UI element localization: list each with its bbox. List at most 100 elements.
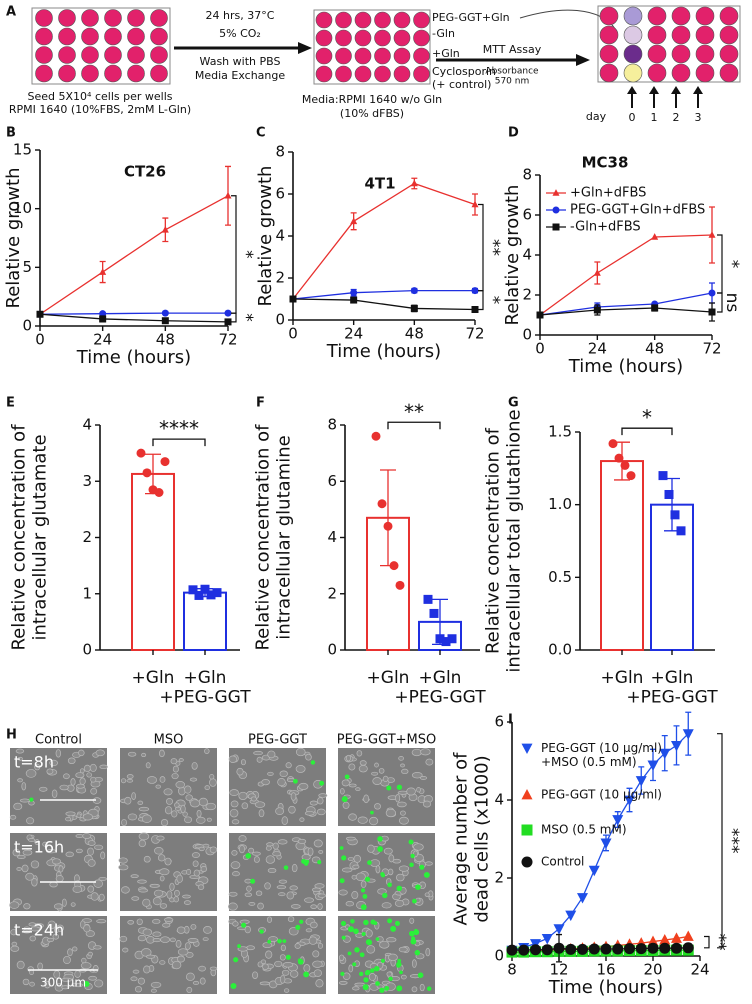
series-line [292, 182, 476, 300]
dead-cell [317, 860, 322, 865]
cell [401, 768, 409, 775]
cell [11, 941, 18, 947]
marker [659, 942, 671, 954]
micrograph [338, 916, 435, 994]
panel-label: F [256, 396, 265, 411]
series-line [39, 312, 228, 315]
cell [21, 864, 29, 873]
day-arrow-head [649, 86, 659, 94]
dead-cell [396, 784, 403, 790]
marker [708, 231, 716, 238]
cell [204, 748, 210, 754]
marker [441, 637, 451, 647]
dead-cell [299, 919, 304, 924]
significance-bracket [478, 290, 484, 311]
cell [61, 898, 67, 907]
x-tick-label: 0 [288, 325, 298, 343]
marker [99, 268, 107, 275]
panel-label: G [508, 396, 519, 411]
cell [159, 875, 165, 882]
cell [268, 936, 278, 943]
y-tick-label: 2 [275, 269, 285, 287]
marker [36, 310, 44, 318]
cell [10, 945, 20, 952]
well [35, 27, 53, 46]
cell [289, 970, 299, 978]
marker [671, 741, 682, 752]
cell [9, 814, 17, 820]
x-tick-label: 48 [645, 340, 664, 358]
x-tick-label: 48 [405, 325, 424, 343]
panel-label: I [508, 713, 513, 728]
cell [312, 950, 320, 958]
dead-cell [347, 951, 352, 956]
cell [248, 847, 255, 854]
cell [356, 750, 363, 757]
condition: -Gln [432, 27, 455, 40]
cell [397, 790, 409, 795]
marker [377, 499, 387, 509]
cell [197, 884, 205, 890]
x-tick-label: 16 [596, 961, 615, 979]
well [35, 9, 53, 27]
marker [552, 206, 560, 214]
marker [620, 460, 630, 470]
cell [83, 764, 91, 773]
cell [303, 964, 311, 973]
well [671, 63, 691, 83]
cell [83, 924, 91, 933]
cell [355, 787, 361, 792]
significance: *** [722, 828, 742, 854]
dead-cell [380, 958, 385, 963]
dead-cell [386, 785, 392, 791]
series-line [292, 289, 475, 300]
marker [142, 468, 152, 478]
bar [183, 591, 227, 651]
cell [202, 937, 209, 942]
significance-bracket [387, 421, 441, 430]
cell [15, 748, 25, 754]
x-axis-label: Time (hours) [326, 341, 441, 362]
series-line [292, 298, 476, 311]
cell [277, 839, 288, 845]
marker [161, 309, 169, 317]
y-tick-label: 5 [22, 258, 32, 276]
dead-cell [233, 957, 239, 963]
dead-cell [344, 774, 350, 780]
cell [70, 902, 76, 907]
y-tick-label: 0 [494, 947, 504, 965]
well [695, 25, 715, 45]
cell [189, 799, 201, 808]
well [719, 25, 739, 45]
y-tick-label: 0 [82, 641, 92, 659]
cell [90, 892, 99, 901]
cell [17, 778, 23, 783]
well [695, 6, 715, 26]
cell [317, 797, 324, 805]
marker [200, 584, 210, 594]
cell [90, 776, 97, 783]
cell [31, 878, 38, 887]
cell [352, 864, 360, 870]
marker [224, 309, 232, 317]
cell [301, 854, 311, 861]
significance: ** [483, 239, 503, 256]
dead-cell [413, 929, 420, 936]
cell [287, 916, 295, 923]
cell [61, 977, 72, 982]
cell [282, 962, 294, 968]
marker [553, 942, 565, 954]
cell [279, 770, 288, 778]
marker [536, 311, 544, 319]
cell [142, 898, 151, 907]
cell [163, 788, 173, 796]
cell [341, 867, 353, 873]
cell [200, 866, 208, 873]
cell [26, 817, 35, 825]
well [58, 27, 76, 46]
well [354, 65, 372, 83]
significance: * [722, 260, 742, 269]
cell [137, 879, 147, 884]
cell [127, 919, 135, 925]
cell [51, 789, 58, 798]
